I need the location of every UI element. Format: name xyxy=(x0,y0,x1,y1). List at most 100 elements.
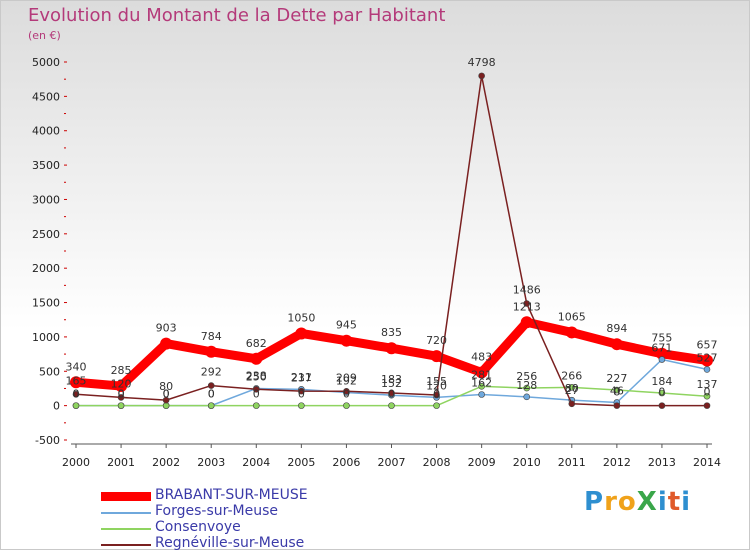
data-point xyxy=(520,316,533,329)
series-line xyxy=(75,75,708,407)
legend-label: Forges-sur-Meuse xyxy=(155,503,279,519)
data-label: 784 xyxy=(201,330,222,343)
data-point xyxy=(70,376,82,389)
data-label: 0 xyxy=(704,386,711,399)
data-label: 152 xyxy=(381,377,402,390)
chart-subtitle: (en €) xyxy=(28,29,61,42)
x-tick-label: 2008 xyxy=(423,456,451,469)
data-point xyxy=(523,300,531,307)
data-point xyxy=(385,342,398,355)
legend-swatch xyxy=(101,544,151,546)
data-label: 238 xyxy=(246,369,267,382)
data-point xyxy=(658,356,666,363)
x-tick-label: 2011 xyxy=(558,456,586,469)
data-label: 250 xyxy=(246,370,267,383)
data-label: 657 xyxy=(697,338,718,351)
data-label: 266 xyxy=(561,369,582,382)
data-label: 682 xyxy=(246,337,267,350)
chart-title: Evolution du Montant de la Dette par Hab… xyxy=(28,5,446,26)
data-label: 292 xyxy=(201,366,222,379)
data-label: 128 xyxy=(516,379,537,392)
data-label: 0 xyxy=(163,388,170,401)
data-label: 137 xyxy=(697,378,718,391)
y-tick-label: 5000 xyxy=(32,56,60,69)
data-label: 184 xyxy=(651,375,672,388)
x-tick-label: 2007 xyxy=(378,456,406,469)
data-label: 1050 xyxy=(287,311,315,324)
data-label: 835 xyxy=(381,326,402,339)
data-point xyxy=(298,402,305,409)
data-label: 483 xyxy=(471,350,492,363)
legend-label: Regnéville-sur-Meuse xyxy=(155,535,305,551)
data-label: 256 xyxy=(516,370,537,383)
legend-swatch xyxy=(101,512,151,514)
data-point xyxy=(430,350,443,363)
x-tick-label: 2001 xyxy=(107,456,135,469)
data-label: 903 xyxy=(156,322,177,335)
y-tick-label: 4500 xyxy=(32,90,60,103)
data-label: 0 xyxy=(73,388,80,401)
data-label: 285 xyxy=(111,364,132,377)
data-point xyxy=(658,389,666,397)
data-point xyxy=(475,366,488,379)
data-point xyxy=(117,394,125,401)
data-label: 120 xyxy=(111,377,132,390)
data-label: 80 xyxy=(565,382,579,395)
data-label: 0 xyxy=(253,388,260,401)
data-label: 0 xyxy=(433,388,440,401)
data-point xyxy=(433,391,440,399)
data-point xyxy=(568,400,576,408)
x-tick-label: 2010 xyxy=(513,456,541,469)
data-point xyxy=(160,337,173,350)
x-tick-label: 2005 xyxy=(287,456,315,469)
x-tick-label: 2002 xyxy=(152,456,180,469)
data-point xyxy=(115,380,128,393)
data-label: 0 xyxy=(208,388,215,401)
data-point xyxy=(298,387,305,395)
data-label: 0 xyxy=(658,386,665,399)
data-label: 0 xyxy=(118,388,125,401)
data-point xyxy=(610,338,623,351)
data-point xyxy=(703,402,711,409)
data-point xyxy=(205,345,218,358)
legend-swatch xyxy=(101,492,151,501)
legend-label: Consenvoye xyxy=(155,519,241,535)
data-point xyxy=(703,366,711,373)
data-point xyxy=(252,402,260,409)
data-label: 183 xyxy=(381,373,402,386)
x-tick-label: 2009 xyxy=(468,456,496,469)
data-point xyxy=(478,72,485,80)
data-point xyxy=(117,402,125,409)
y-tick-label: 500 xyxy=(39,365,60,378)
data-label: 340 xyxy=(66,360,87,373)
data-label: 120 xyxy=(426,379,447,392)
data-point xyxy=(162,402,170,409)
x-tick-label: 2014 xyxy=(693,456,721,469)
data-label: 0 xyxy=(163,388,170,401)
data-point xyxy=(295,327,308,340)
data-point xyxy=(433,402,440,409)
y-tick-label: 1000 xyxy=(32,331,60,344)
y-tick-label: 2500 xyxy=(32,228,60,241)
proxiti-logo: ProXiti xyxy=(584,487,692,517)
data-label: 192 xyxy=(336,374,357,387)
data-point xyxy=(565,326,578,339)
data-label: 720 xyxy=(426,334,447,347)
x-tick-label: 2000 xyxy=(62,456,90,469)
y-tick-label: 0 xyxy=(53,400,60,413)
data-label: 0 xyxy=(343,388,350,401)
data-point xyxy=(207,402,215,409)
data-point xyxy=(478,391,485,398)
data-point xyxy=(250,352,263,365)
data-point xyxy=(388,389,395,397)
data-label: 165 xyxy=(66,374,87,387)
data-point xyxy=(478,383,485,390)
y-tick-label: 4000 xyxy=(32,125,60,138)
data-point xyxy=(252,385,260,393)
data-label: 1486 xyxy=(513,284,541,297)
data-label: 1065 xyxy=(558,310,586,323)
data-point xyxy=(523,384,531,392)
data-label: 527 xyxy=(697,351,718,364)
